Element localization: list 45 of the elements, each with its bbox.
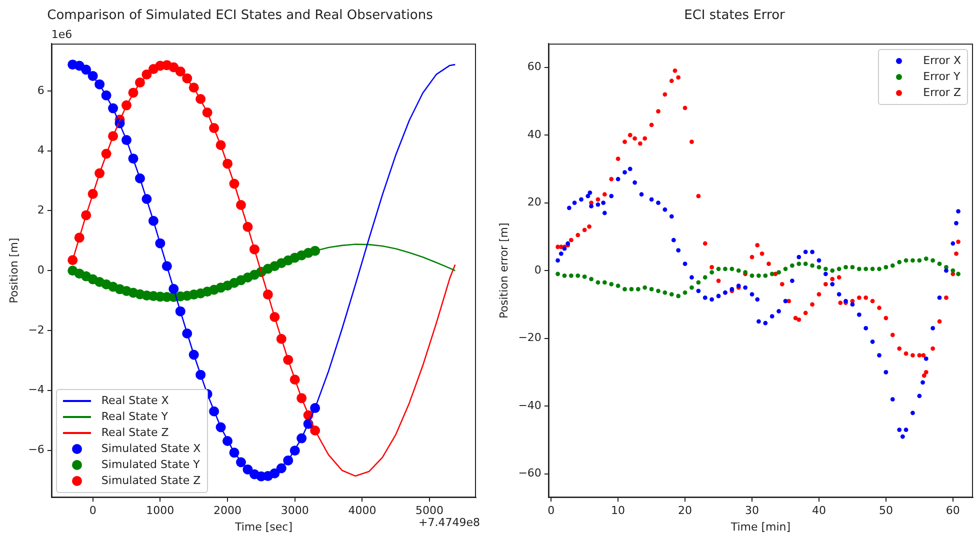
x-tick-label: 4000	[348, 504, 376, 518]
x-axis-title: Time [min]	[730, 520, 791, 534]
x-tick-label: 10	[611, 504, 626, 518]
x-tick-label: 3000	[280, 504, 309, 518]
y-tick-label: −40	[518, 398, 542, 412]
legend-label: Error X	[923, 54, 961, 68]
x-tick-label: 5000	[416, 504, 444, 518]
x-tick-label: 20	[678, 504, 692, 518]
y-tick-label: −20	[518, 331, 542, 344]
x-tick-label: 60	[946, 504, 960, 518]
chart-title: Comparison of Simulated ECI States and Real Observations	[47, 8, 434, 24]
y-tick-label: 4	[37, 144, 44, 157]
x-tick-label: 2000	[214, 504, 242, 518]
y-tick-label: 0	[534, 263, 542, 276]
y-tick-label: −60	[518, 466, 542, 480]
y-tick-label: −2	[28, 323, 44, 336]
y-axis-title: Position [m]	[7, 238, 20, 304]
legend-label: Real State Z	[101, 426, 169, 440]
y-tick-label: −6	[28, 443, 44, 456]
x-tick-label: 0	[548, 504, 555, 518]
y-tick-label: 40	[527, 128, 542, 141]
x-tick-label: 40	[812, 504, 826, 518]
y-tick-label: −4	[28, 383, 44, 396]
legend-label: Simulated State X	[101, 442, 201, 456]
chart-title: ECI states Error	[684, 8, 786, 24]
text: 1e6	[51, 28, 72, 41]
y-tick-label: 6	[37, 84, 44, 97]
y-tick-label: 20	[527, 196, 542, 209]
legend-label: Simulated State Y	[101, 458, 200, 472]
x-tick-label: 30	[745, 504, 759, 518]
legend-label: Simulated State Z	[101, 474, 201, 488]
x-tick-label: 50	[878, 504, 893, 518]
x-axis-title: Time [sec]	[234, 520, 292, 534]
x-tick-label: 1000	[146, 504, 174, 518]
y-tick-label: 60	[527, 60, 542, 74]
text: +7.4749e8	[418, 516, 480, 529]
legend-label: Error Y	[923, 70, 960, 84]
legend-label: Error Z	[923, 86, 961, 100]
point	[68, 255, 78, 266]
y-tick-label: 2	[37, 204, 44, 217]
legend-label: Real State X	[101, 394, 169, 408]
y-axis-title: Position error [m]	[497, 222, 510, 318]
legend-label: Real State Y	[101, 410, 168, 424]
x-tick-label: 0	[89, 504, 96, 518]
y-tick-label: 0	[37, 263, 44, 276]
